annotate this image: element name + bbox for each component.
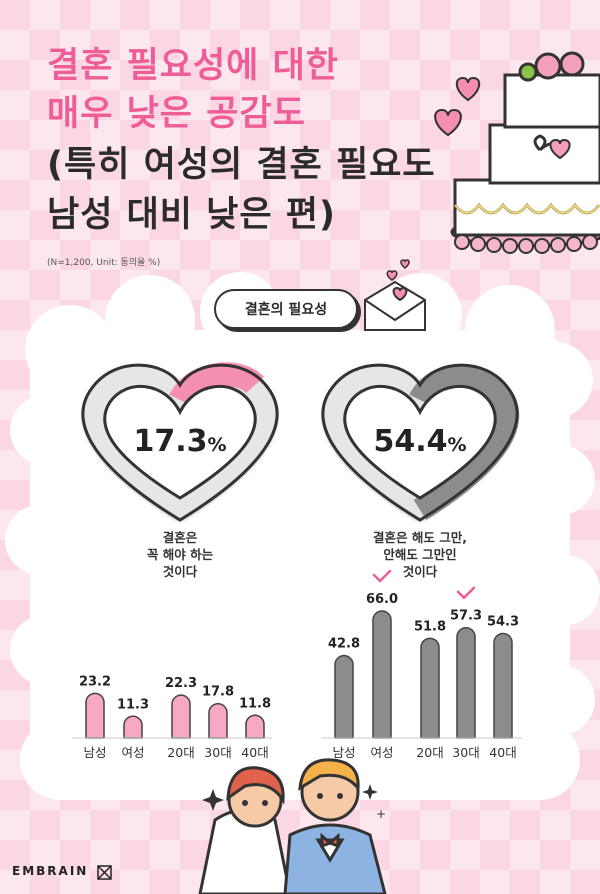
bar — [245, 714, 265, 739]
category-label: 여성 — [121, 745, 144, 760]
caption-must-marry: 결혼은 꼭 해야 하는 것이다 — [110, 529, 250, 580]
bar-value-label: 22.3 — [165, 676, 197, 691]
bar-chart-must-marry: 23.2 남성 11.3 여성 22.3 20대 17.8 30대 11.8 40대 — [79, 674, 271, 760]
title-line-2: 매우 낮은 공감도 — [47, 94, 306, 134]
section-badge: 결혼의 필요성 — [214, 289, 358, 329]
category-label: 20대 — [167, 745, 194, 760]
bar-value-label: 11.8 — [239, 696, 271, 711]
category-label: 20대 — [416, 745, 443, 760]
heart-icon — [434, 108, 462, 137]
heart-chart-2 — [320, 363, 520, 522]
check-icon — [456, 586, 476, 600]
bar-value-label: 57.3 — [450, 609, 482, 624]
sample-note: (N=1,200, Unit: 동의율 %) — [47, 258, 161, 268]
category-label: 30대 — [452, 745, 479, 760]
title-line-3: (특히 여성의 결혼 필요도 — [47, 145, 436, 185]
caption-either-way: 결혼은 해도 그만, 안해도 그만인 것이다 — [340, 529, 500, 580]
pct-value-must-marry: 17.3% — [125, 424, 235, 459]
category-label: 40대 — [241, 745, 268, 760]
title-line-4: 남성 대비 낮은 편) — [47, 195, 336, 235]
heart-outline — [81, 363, 279, 522]
bar-chart-either-way: 42.8 남성 66.0 여성 51.8 20대 57.3 30대 54.3 40대 — [328, 569, 519, 760]
caption-line: 결혼은 해도 그만, — [373, 530, 467, 545]
caption-line: 것이다 — [162, 564, 198, 579]
heart-chart-1 — [80, 362, 280, 522]
couple-illustration — [198, 758, 387, 894]
bar-value-label: 42.8 — [328, 637, 360, 652]
caption-line: 결혼은 — [162, 530, 198, 545]
bar — [85, 692, 105, 739]
bar — [123, 715, 143, 739]
bar — [420, 637, 440, 739]
title-line-1: 결혼 필요성에 대한 — [47, 46, 339, 86]
category-label: 남성 — [83, 745, 106, 760]
heart-inner — [343, 384, 497, 500]
bar-value-label: 51.8 — [414, 619, 446, 634]
bar — [208, 703, 228, 739]
pct-number: 54.4 — [373, 424, 448, 459]
heart-outline — [321, 363, 519, 522]
check-icon — [372, 569, 392, 583]
badge-label: 결혼의 필요성 — [244, 302, 328, 318]
heart-inner — [103, 384, 257, 500]
category-label: 남성 — [332, 745, 355, 760]
brand-logo: EMBRAIN — [12, 864, 89, 878]
sparkle-icon — [362, 784, 378, 800]
sparkle-icon — [202, 789, 224, 811]
bar-value-label: 66.0 — [366, 592, 398, 607]
bar — [493, 632, 513, 739]
cake-heart-icon — [549, 138, 571, 160]
heart-ring-value — [409, 364, 520, 521]
cake-illustration — [450, 51, 600, 254]
category-label: 40대 — [489, 745, 516, 760]
category-label: 여성 — [370, 745, 393, 760]
pct-unit: % — [207, 434, 227, 456]
plus-icon: + — [376, 807, 386, 821]
bar — [372, 610, 392, 739]
bar — [171, 694, 191, 739]
heart-icon — [455, 76, 481, 102]
caption-line: 안해도 그만인 — [383, 547, 457, 562]
pct-number: 17.3 — [133, 424, 208, 459]
bar — [456, 626, 476, 739]
embrain-logo-icon — [97, 865, 112, 880]
bar-value-label: 17.8 — [202, 685, 234, 700]
bar-value-label: 11.3 — [117, 697, 149, 712]
category-label: 30대 — [204, 745, 231, 760]
heart-icon — [386, 270, 398, 281]
heart-ring-value — [169, 362, 264, 407]
bar-value-label: 23.2 — [79, 674, 111, 689]
caption-line: 것이다 — [402, 564, 438, 579]
envelope-icon — [364, 280, 426, 331]
pct-value-either-way: 54.4% — [365, 424, 475, 459]
pct-unit: % — [447, 434, 467, 456]
bar-value-label: 54.3 — [487, 615, 519, 630]
bar — [334, 654, 354, 739]
heart-icon — [400, 259, 410, 269]
caption-line: 꼭 해야 하는 — [146, 547, 214, 562]
